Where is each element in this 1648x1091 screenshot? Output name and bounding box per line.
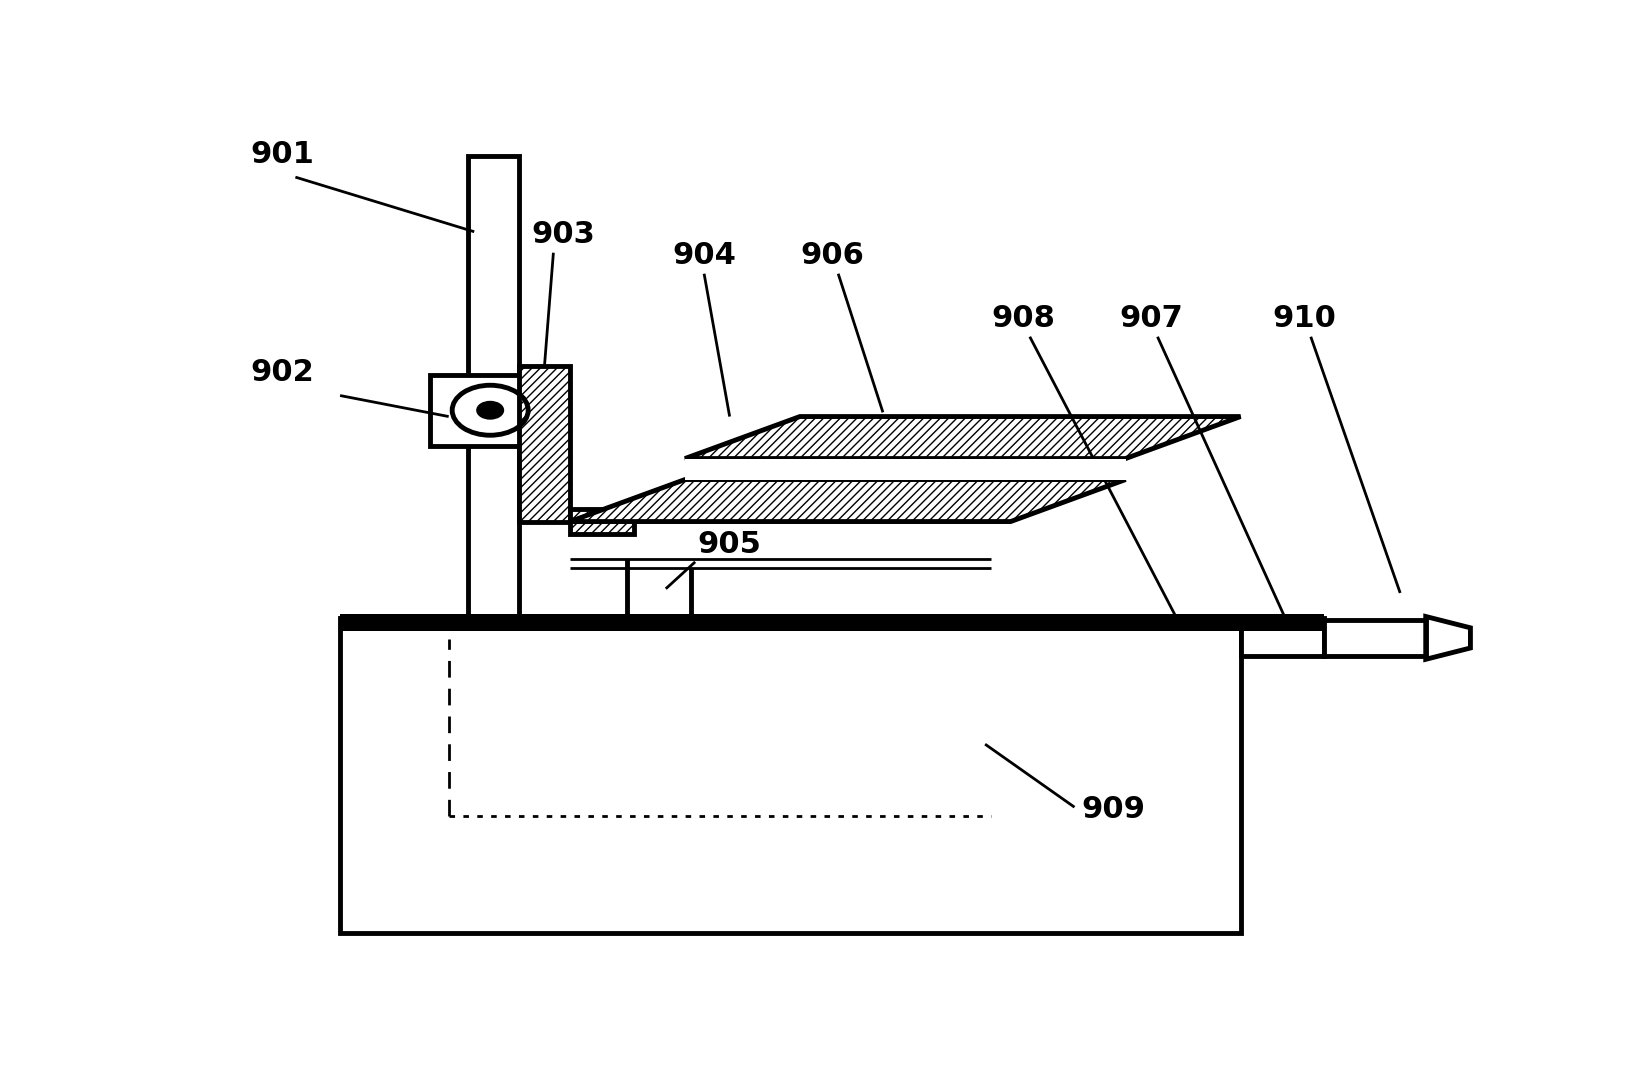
Text: 901: 901	[250, 140, 315, 169]
Text: 906: 906	[799, 240, 864, 269]
Bar	[570, 508, 634, 535]
Bar	[339, 614, 1323, 631]
Text: 904: 904	[672, 240, 737, 269]
Polygon shape	[1426, 616, 1470, 659]
Polygon shape	[570, 480, 1126, 521]
Text: 909: 909	[1081, 795, 1145, 824]
Bar	[1241, 619, 1323, 656]
Text: 908: 908	[992, 303, 1055, 333]
Bar	[339, 619, 1241, 933]
Text: 907: 907	[1119, 303, 1183, 333]
Text: 905: 905	[697, 530, 761, 560]
Bar	[1323, 620, 1426, 656]
Bar	[430, 374, 550, 446]
Bar	[519, 367, 570, 521]
Polygon shape	[686, 458, 1126, 480]
Text: 902: 902	[250, 358, 315, 387]
Bar	[468, 156, 519, 651]
Circle shape	[476, 401, 504, 419]
Text: 903: 903	[532, 219, 595, 249]
Text: 910: 910	[1272, 303, 1337, 333]
Polygon shape	[686, 417, 1241, 458]
